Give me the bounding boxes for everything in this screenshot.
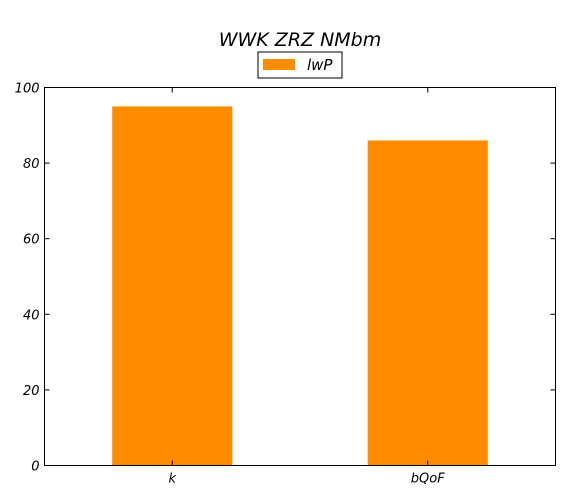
x-axis: k bQoF <box>168 87 445 487</box>
legend-label: lwP <box>307 56 333 74</box>
y-tick-label: 40 <box>23 308 40 323</box>
y-tick-label: 60 <box>23 233 40 248</box>
bar-k <box>112 106 233 466</box>
y-tick-label: 100 <box>15 82 40 97</box>
plot-frame <box>44 87 556 466</box>
legend-swatch <box>263 59 295 70</box>
y-tick-label: 0 <box>31 460 39 475</box>
bars-group <box>112 106 488 466</box>
y-tick-label: 80 <box>23 157 40 172</box>
legend: lwP <box>257 51 343 79</box>
bar-bQoF <box>367 140 488 466</box>
x-tick-label: bQoF <box>411 472 445 487</box>
x-tick-label: k <box>168 472 176 487</box>
chart-title: WWK ZRZ NMbm <box>219 29 382 51</box>
y-tick-label: 20 <box>23 384 40 399</box>
y-axis: 0 20 40 60 80 100 <box>15 82 556 475</box>
